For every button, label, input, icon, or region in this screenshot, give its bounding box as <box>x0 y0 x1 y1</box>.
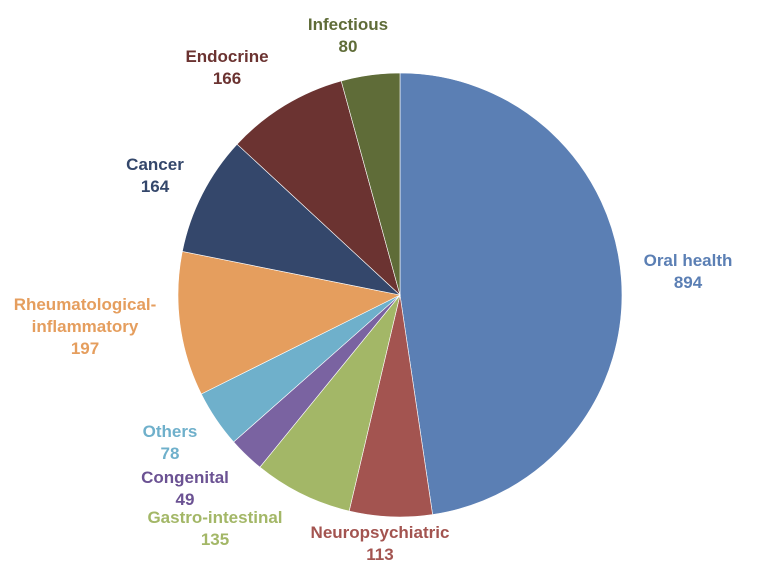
pie-label-endocrine: Endocrine 166 <box>185 47 268 88</box>
pie-label-name-neuropsychiatric: Neuropsychiatric <box>311 523 450 542</box>
pie-slices <box>177 72 623 518</box>
pie-slice-endocrine <box>236 80 401 296</box>
pie-label-name-rheumatological-inflammatory: Rheumatological-inflammatory <box>14 295 157 336</box>
pie-slice-infectious <box>340 72 401 296</box>
pie-label-infectious: Infectious 80 <box>308 15 388 56</box>
pie-label-neuropsychiatric: Neuropsychiatric 113 <box>311 523 450 564</box>
pie-label-others: Others 78 <box>143 422 198 463</box>
pie-slice-gastro-intestinal <box>259 294 401 512</box>
pie-slice-oral-health <box>399 72 623 515</box>
pie-label-congenital: Congenital 49 <box>141 468 229 509</box>
pie-label-value-congenital: 49 <box>176 490 195 509</box>
pie-label-oral-health: Oral health 894 <box>644 251 733 292</box>
pie-label-cancer: Cancer 164 <box>126 155 184 196</box>
pie-label-name-endocrine: Endocrine <box>185 47 268 66</box>
pie-label-value-infectious: 80 <box>339 37 358 56</box>
pie-label-value-gastro-intestinal: 135 <box>201 530 229 549</box>
pie-label-value-cancer: 164 <box>141 177 170 196</box>
pie-label-name-others: Others <box>143 422 198 441</box>
pie-slice-rheumatological-inflammatory <box>177 251 401 395</box>
pie-label-value-others: 78 <box>161 444 180 463</box>
pie-label-name-congenital: Congenital <box>141 468 229 487</box>
pie-label-gastro-intestinal: Gastro-intestinal 135 <box>147 508 282 549</box>
pie-label-name-cancer: Cancer <box>126 155 184 174</box>
pie-label-value-oral-health: 894 <box>674 273 703 292</box>
pie-label-rheumatological-inflammatory: Rheumatological-inflammatory 197 <box>14 295 157 358</box>
pie-label-value-rheumatological-inflammatory: 197 <box>71 339 99 358</box>
pie-label-name-infectious: Infectious <box>308 15 388 34</box>
pie-labels: Oral health 894 Neuropsychiatric 113 Gastro-… <box>14 15 733 564</box>
pie-label-name-gastro-intestinal: Gastro-intestinal <box>147 508 282 527</box>
pie-label-value-neuropsychiatric: 113 <box>366 545 393 564</box>
pie-label-name-oral-health: Oral health <box>644 251 733 270</box>
pie-slice-cancer <box>181 143 401 296</box>
pie-label-value-endocrine: 166 <box>213 69 241 88</box>
